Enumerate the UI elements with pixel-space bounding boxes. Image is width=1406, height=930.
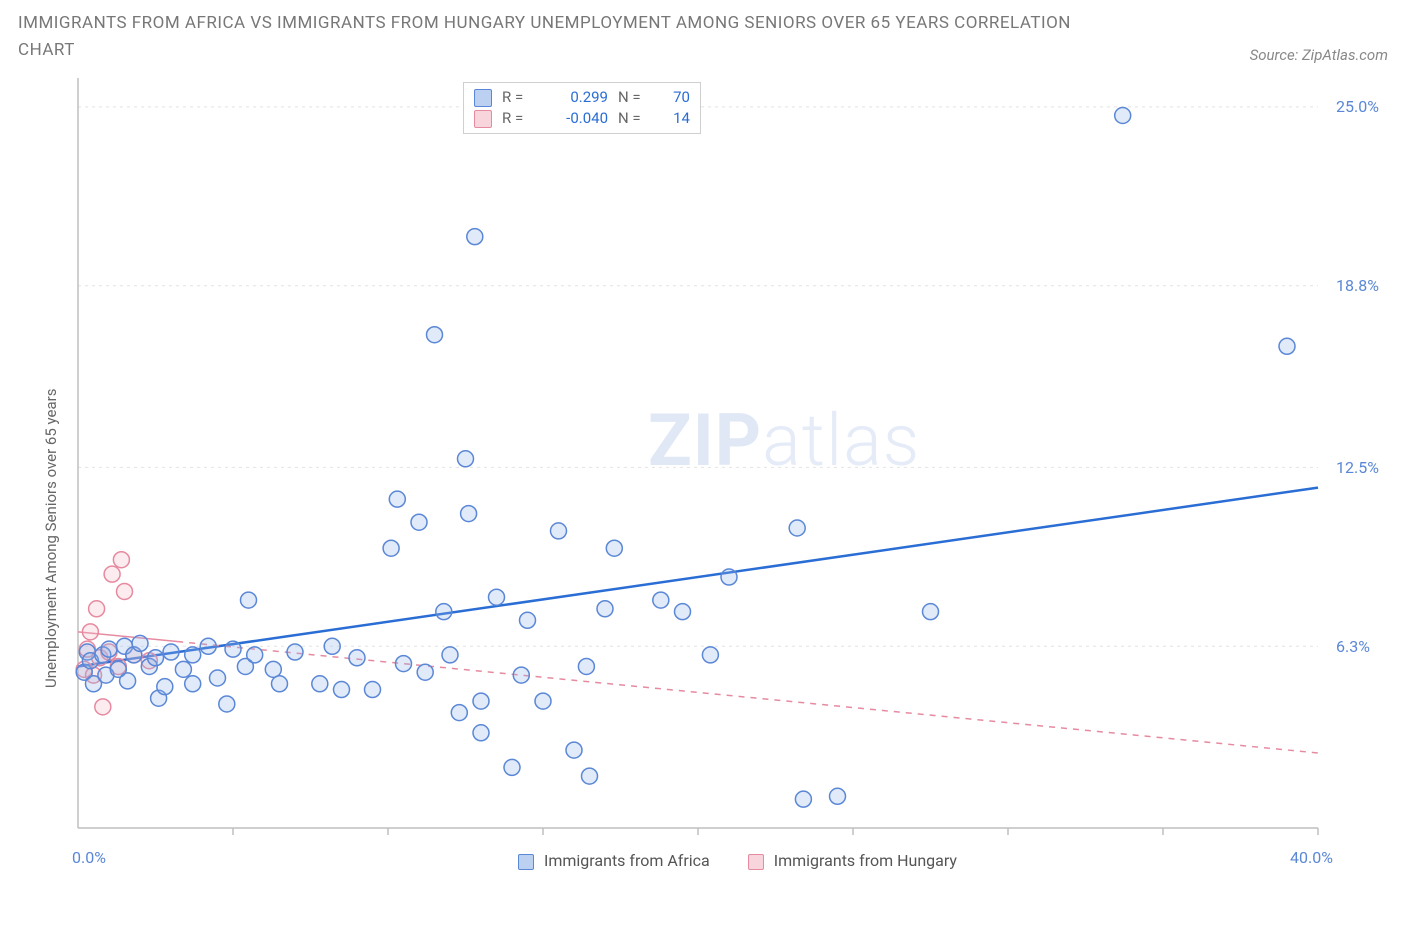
series-legend-item: Immigrants from Hungary [748, 850, 957, 872]
legend-r-label: R = [502, 108, 536, 129]
series-label: Immigrants from Africa [544, 850, 710, 872]
legend-n-value: 14 [662, 108, 690, 129]
series-legend-item: Immigrants from Africa [518, 850, 710, 872]
chart-title: IMMIGRANTS FROM AFRICA VS IMMIGRANTS FRO… [18, 10, 1118, 64]
y-axis-label: Unemployment Among Seniors over 65 years [42, 389, 60, 688]
y-tick-label: 12.5% [1336, 458, 1379, 477]
x-tick-label: 0.0% [72, 848, 106, 867]
stats-legend: R = 0.299 N = 70 R = -0.040 N = 14 [463, 82, 701, 134]
legend-row: R = 0.299 N = 70 [474, 87, 690, 108]
legend-swatch [748, 854, 764, 870]
y-tick-label: 25.0% [1336, 97, 1379, 116]
y-tick-label: 6.3% [1336, 637, 1370, 656]
legend-swatch [518, 854, 534, 870]
legend-swatch [474, 89, 492, 107]
legend-n-value: 70 [662, 87, 690, 108]
legend-r-label: R = [502, 87, 536, 108]
source-credit: Source: ZipAtlas.com [1250, 46, 1388, 64]
legend-r-value: -0.040 [546, 108, 608, 129]
x-tick-label: 40.0% [1290, 848, 1333, 867]
legend-row: R = -0.040 N = 14 [474, 108, 690, 129]
scatter-chart: Unemployment Among Seniors over 65 years… [18, 68, 1388, 898]
series-legend: Immigrants from Africa Immigrants from Hu… [518, 850, 957, 872]
legend-swatch [474, 110, 492, 128]
legend-n-label: N = [618, 108, 652, 129]
series-label: Immigrants from Hungary [774, 850, 957, 872]
y-tick-label: 18.8% [1336, 276, 1379, 295]
legend-r-value: 0.299 [546, 87, 608, 108]
legend-n-label: N = [618, 87, 652, 108]
